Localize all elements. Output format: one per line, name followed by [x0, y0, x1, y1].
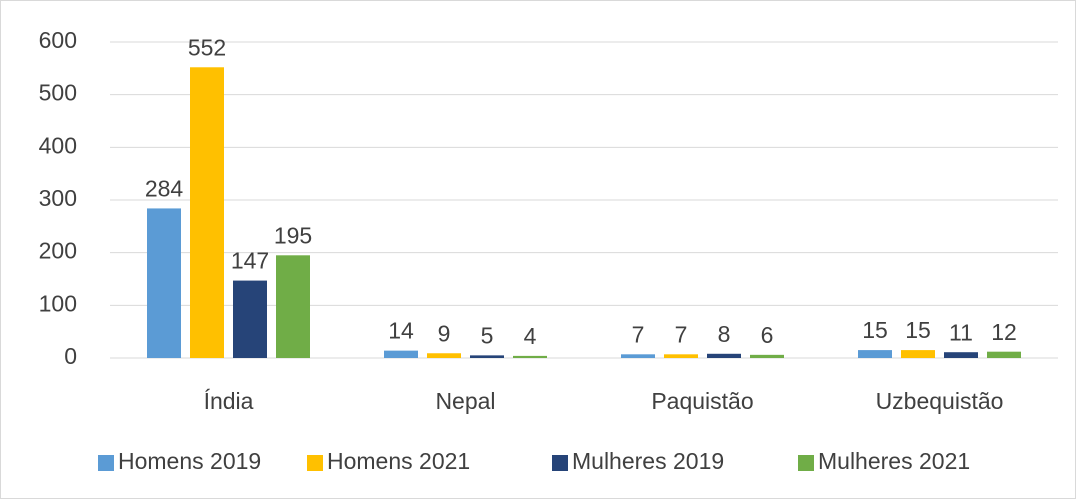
bar [384, 350, 418, 358]
x-tick-label: Nepal [435, 388, 495, 414]
data-label: 284 [145, 176, 184, 202]
y-tick-label: 200 [39, 238, 77, 264]
data-label: 5 [481, 322, 494, 348]
bar [901, 350, 935, 358]
bar [707, 353, 741, 358]
data-label: 14 [388, 318, 414, 344]
y-tick-label: 300 [39, 185, 77, 211]
data-label: 552 [188, 34, 226, 60]
legend-label: Homens 2019 [118, 448, 261, 474]
bar [858, 350, 892, 358]
data-label: 15 [862, 317, 888, 343]
data-label: 4 [524, 323, 537, 349]
bar [427, 353, 461, 358]
bar [147, 208, 181, 358]
bar [276, 255, 310, 358]
bar [470, 355, 504, 358]
x-tick-label: Paquistão [651, 388, 753, 414]
bar [513, 355, 547, 358]
legend-label: Homens 2021 [327, 448, 470, 474]
bar [621, 354, 655, 358]
bar [987, 351, 1021, 358]
y-tick-label: 500 [39, 80, 77, 106]
bar [750, 354, 784, 358]
y-tick-label: 0 [64, 343, 77, 369]
bar [233, 280, 267, 358]
data-label: 7 [632, 321, 645, 347]
legend-swatch [98, 455, 114, 471]
bar [944, 352, 978, 358]
legend-label: Mulheres 2021 [818, 448, 970, 474]
bar [190, 67, 224, 358]
bar [664, 354, 698, 358]
x-tick-label: Índia [204, 388, 254, 414]
data-label: 15 [905, 317, 931, 343]
y-tick-label: 400 [39, 132, 77, 158]
y-tick-label: 100 [39, 290, 77, 316]
y-tick-label: 600 [39, 27, 77, 53]
data-label: 195 [274, 222, 312, 248]
data-label: 8 [718, 321, 731, 347]
data-label: 12 [991, 319, 1017, 345]
data-label: 11 [949, 319, 973, 345]
legend-swatch [307, 455, 323, 471]
data-label: 6 [761, 322, 774, 348]
data-label: 9 [438, 320, 451, 346]
data-label: 147 [231, 248, 269, 274]
x-tick-label: Uzbequistão [876, 388, 1004, 414]
legend-label: Mulheres 2019 [572, 448, 724, 474]
legend-swatch [552, 455, 568, 471]
legend-swatch [798, 455, 814, 471]
data-label: 7 [675, 321, 688, 347]
